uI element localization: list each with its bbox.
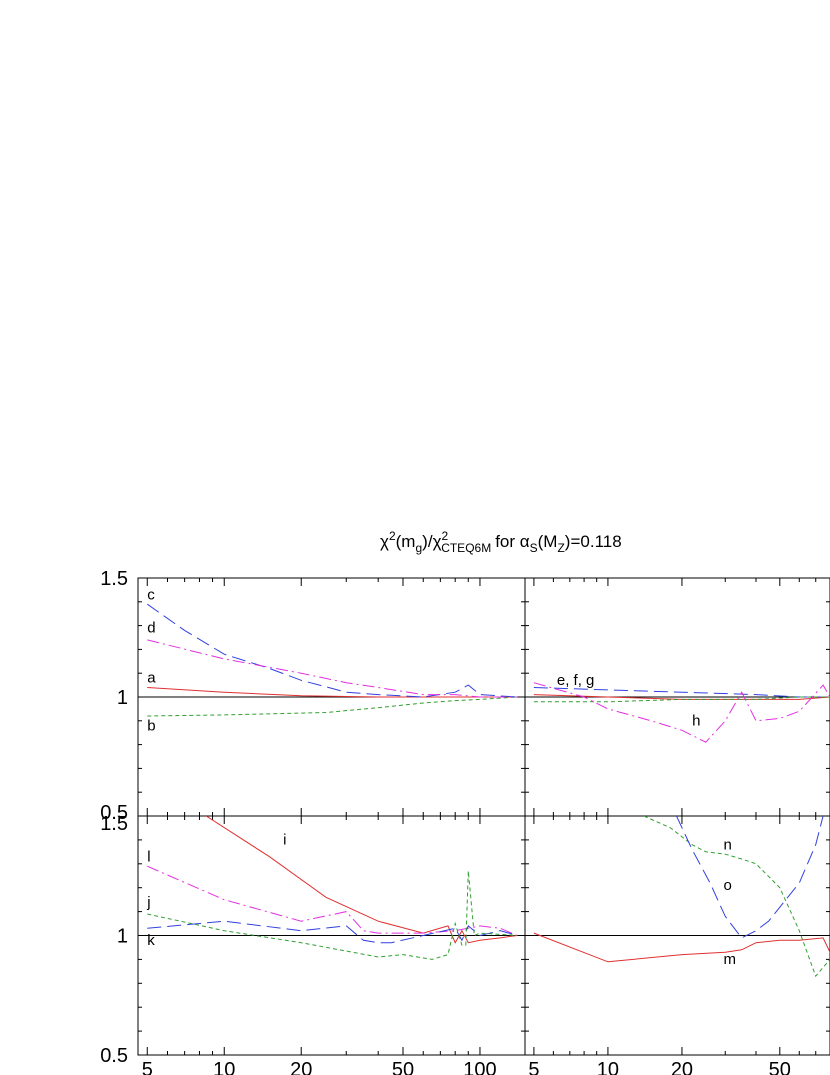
curve-label: i: [283, 832, 286, 849]
series-line-m: [533, 932, 830, 963]
x-tick-label: 100: [463, 1059, 496, 1075]
curve-label: j: [146, 894, 150, 911]
series-line-j: [147, 865, 518, 936]
curve-label: k: [147, 932, 155, 949]
series-group: [147, 603, 518, 717]
x-tick-label: 10: [213, 1059, 235, 1075]
series-line-e: [533, 687, 830, 698]
title-m: m: [401, 532, 415, 551]
y-tick-label: 1.5: [100, 568, 128, 590]
x-tick-label: 50: [769, 1059, 791, 1075]
curve-label: b: [147, 717, 155, 734]
title-paren-close2: ): [565, 532, 571, 551]
title-paren-close: ): [422, 532, 428, 551]
curve-label: o: [723, 877, 731, 894]
series-line-k: [147, 920, 518, 944]
y-tick-label: 0.5: [100, 1045, 128, 1067]
plot-panels: cd a b 0.5 1 1.5 e, f, g h i l j k 0.5 1 1.5 5 10 20 50 100…: [100, 568, 830, 1075]
series-group: [533, 682, 830, 743]
series-line-i: [205, 816, 518, 944]
title-sub-ctq: CTEQ6M: [441, 541, 491, 555]
curve-label: l: [147, 848, 150, 865]
series-line-h: [533, 682, 830, 743]
curve-label: n: [723, 836, 731, 853]
curve-label: e, f, g: [557, 672, 595, 689]
title-value: =0.118: [570, 532, 621, 551]
title-mz: M: [543, 532, 557, 551]
curve-label: m: [723, 951, 736, 968]
x-tick-label: 5: [528, 1059, 539, 1075]
series-line-g: [533, 696, 830, 703]
y-tick-label: 1.5: [100, 813, 128, 835]
panel-top-right: e, f, g h: [524, 577, 830, 817]
y-tick-label: 0.5: [100, 802, 128, 824]
title-slash: /: [428, 532, 433, 551]
x-tick-label: 10: [597, 1059, 619, 1075]
series-line-d: [147, 639, 518, 698]
series-line-o: [676, 816, 824, 939]
panel-top-left: cd a b 0.5 1 1.5: [100, 568, 526, 824]
title-sup: 2: [389, 529, 396, 543]
x-tick-label: 5: [142, 1059, 153, 1075]
curve-label: a: [147, 670, 156, 687]
curve-label: d: [147, 620, 155, 637]
title-sub-z: Z: [557, 541, 564, 555]
x-tick-label: 20: [671, 1059, 693, 1075]
title-sub-g: g: [415, 541, 422, 555]
curve-label: c: [147, 586, 155, 603]
x-tick-label: 20: [290, 1059, 312, 1075]
series-group: [147, 816, 518, 960]
x-tick-label: 50: [392, 1059, 414, 1075]
title-sup2: 2: [442, 529, 449, 543]
title-for: for α: [495, 532, 530, 551]
title-sub-s: S: [530, 541, 538, 555]
series-line-b: [147, 696, 518, 717]
series-group: [533, 816, 830, 978]
y-tick-label: 1: [117, 687, 128, 709]
series-line-n: [643, 816, 830, 978]
series-line-k2: [147, 870, 518, 960]
panel-bottom-left: i l j k 0.5 1 1.5 5 10 20 50 100: [100, 813, 526, 1075]
curve-label: h: [692, 713, 700, 730]
title-paren-open: (: [396, 532, 402, 551]
title-chi2: χ: [433, 532, 442, 551]
figure-title: χ2(mg)/χ2 CTEQ6M for αS(MZ)=0.118: [380, 529, 622, 555]
panel-bottom-right: n o m 5 10 20 50: [524, 815, 830, 1075]
y-tick-label: 1: [117, 926, 128, 948]
title-paren-open2: (: [538, 532, 544, 551]
series-line-c: [147, 603, 518, 698]
title-chi: χ: [380, 532, 389, 551]
